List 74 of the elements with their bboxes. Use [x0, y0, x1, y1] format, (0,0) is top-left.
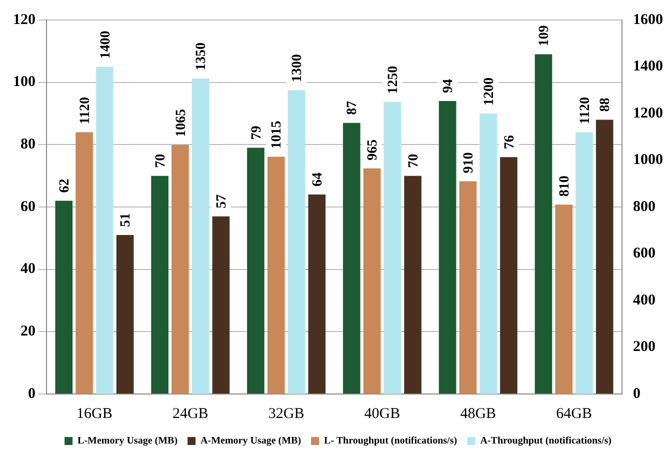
data-label: 810: [557, 176, 572, 197]
data-label: 76: [502, 135, 518, 150]
data-label: 109: [537, 25, 552, 46]
y-tick-label: 60: [20, 198, 36, 215]
legend-label: L- Throughput (notifications/s): [324, 436, 458, 447]
bar: [384, 102, 402, 394]
y-tick-label: 20: [20, 324, 36, 340]
x-tick-label: 24GB: [172, 406, 208, 422]
y-tick-label: 0: [28, 386, 36, 402]
bar: [151, 176, 168, 394]
bar: [55, 200, 73, 394]
data-label: 1300: [290, 54, 306, 82]
bar: [96, 66, 114, 394]
bar: [308, 194, 326, 394]
y2-tick-label: 400: [633, 292, 656, 308]
data-label: 1120: [578, 96, 593, 124]
data-label: 1065: [174, 109, 189, 138]
bar: [555, 204, 573, 394]
data-label: 87: [345, 100, 360, 115]
data-label: 51: [118, 213, 134, 228]
x-tick-label: 64GB: [556, 406, 592, 422]
bar: [76, 132, 93, 394]
y2-tick-label: 1000: [633, 152, 663, 168]
legend-label: L-Memory Usage (MB): [78, 436, 178, 447]
bar: [172, 145, 189, 394]
bar: [459, 181, 477, 394]
bar: [247, 148, 264, 394]
bar: [500, 157, 518, 394]
y-tick-label: 80: [20, 136, 36, 153]
y-tick-label: 40: [20, 261, 36, 278]
bar: [596, 120, 614, 394]
y2-tick-label: 200: [633, 339, 656, 356]
data-label: 88: [598, 98, 614, 112]
data-label: 1350: [194, 42, 210, 70]
data-label: 1200: [482, 78, 497, 106]
y2-tick-label: 0: [633, 386, 640, 402]
data-label: 62: [57, 178, 72, 193]
x-tick-label: 48GB: [460, 406, 496, 422]
y2-tick-label: 1400: [633, 58, 663, 75]
data-label: 910: [462, 152, 477, 174]
y-tick-label: 100: [13, 74, 36, 90]
data-label: 1250: [386, 66, 402, 94]
data-label: 965: [366, 139, 381, 160]
data-label: 94: [441, 79, 456, 94]
x-tick-label: 32GB: [268, 406, 304, 422]
bar: [404, 176, 422, 394]
bar: [116, 235, 134, 394]
bar: [212, 216, 230, 394]
x-tick-label: 16GB: [76, 406, 112, 422]
data-label: 1400: [98, 30, 114, 59]
bar: [438, 101, 456, 394]
data-label: 1015: [270, 120, 285, 149]
x-tick-label: 40GB: [364, 406, 400, 422]
bar: [342, 122, 360, 394]
data-label: 79: [249, 126, 264, 140]
bar: [288, 90, 306, 394]
y2-tick-label: 1200: [633, 105, 663, 122]
bar: [192, 78, 210, 394]
data-label: 64: [310, 172, 326, 187]
bar: [534, 54, 552, 394]
y2-tick-label: 1600: [633, 12, 663, 28]
legend-label: A-Memory Usage (MB): [200, 436, 302, 447]
bar: [363, 168, 381, 394]
bar: [267, 156, 285, 394]
data-label: 70: [406, 154, 422, 168]
bar: [576, 132, 593, 394]
data-label: 70: [153, 154, 168, 168]
data-label: 1120: [78, 96, 93, 124]
y2-tick-label: 800: [633, 198, 656, 215]
legend-label: A-Throughput (notifications/s): [480, 436, 612, 447]
y-tick-label: 120: [13, 12, 36, 28]
y2-tick-label: 600: [633, 246, 656, 262]
bar: [480, 114, 497, 394]
data-label: 57: [214, 194, 230, 208]
